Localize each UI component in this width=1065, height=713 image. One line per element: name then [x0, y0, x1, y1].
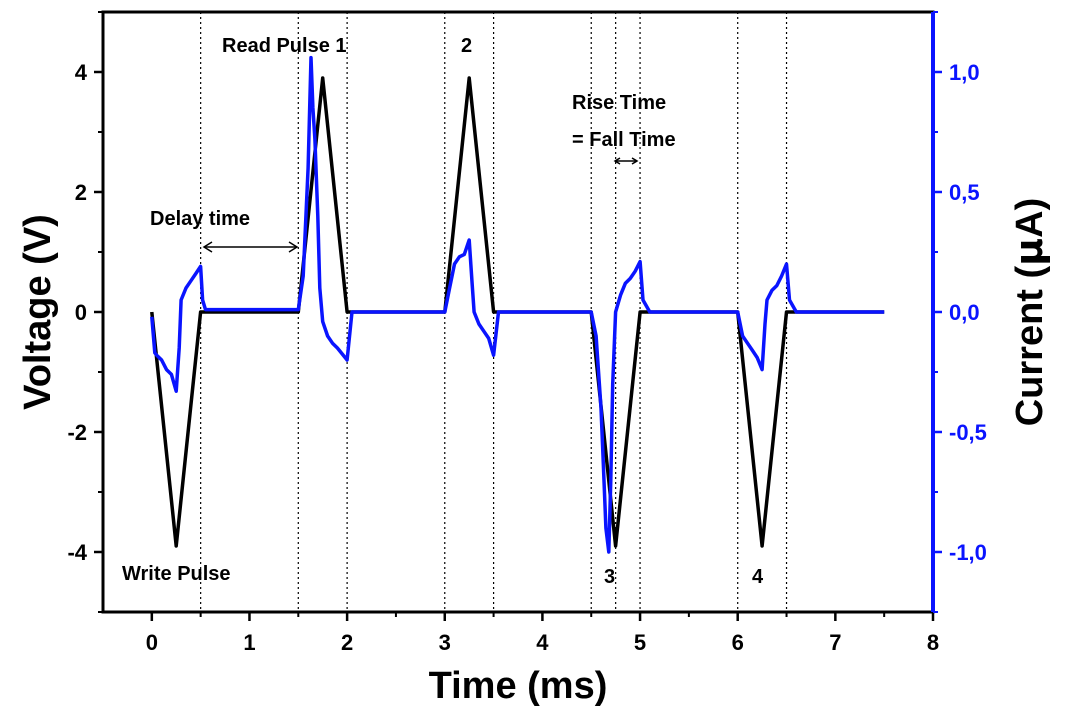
x-tick-label: 3 [439, 630, 451, 655]
y-right-tick-label: -1,0 [949, 540, 987, 565]
delay-time-arrow [202, 241, 299, 253]
y-axis-right-title-prefix: Current ( [1009, 265, 1051, 426]
y-axis-right-title: Current (μA) [1007, 198, 1051, 427]
voltage-series-line [150, 76, 885, 548]
annotation-write-pulse: Write Pulse [122, 563, 231, 585]
y-axis-right-title-suffix: A) [1009, 198, 1051, 238]
annotation-rise-time: Rise Time [572, 92, 666, 114]
current-series-line [150, 55, 885, 554]
axis-ticks: 0 1 2 3 4 5 6 7 8 -4 -2 0 2 4 -1,0 -0,5 0,0 0,5 1,0 [67, 11, 987, 655]
annotation-fall-time: = Fall Time [572, 129, 676, 151]
y-right-tick-label: 1,0 [949, 60, 980, 85]
x-tick-label: 1 [243, 630, 255, 655]
x-tick-label: 5 [634, 630, 646, 655]
y-left-tick-label: 0 [75, 300, 87, 325]
x-tick-label: 0 [146, 630, 158, 655]
y-axis-right-title-mu: μ [1007, 238, 1051, 266]
x-tick-label: 7 [829, 630, 841, 655]
series-lines [150, 55, 885, 554]
y-left-tick-label: 4 [75, 60, 88, 85]
y-left-tick-label: -4 [67, 540, 87, 565]
y-right-tick-label: 0,5 [949, 180, 980, 205]
y-right-tick-label: 0,0 [949, 300, 980, 325]
y-axis-left-title: Voltage (V) [17, 214, 59, 410]
y-right-tick-label: -0,5 [949, 420, 987, 445]
x-tick-label: 8 [927, 630, 939, 655]
x-tick-label: 6 [732, 630, 744, 655]
y-left-tick-label: 2 [75, 180, 87, 205]
x-tick-label: 4 [536, 630, 549, 655]
x-tick-label: 2 [341, 630, 353, 655]
annotation-pulse-3: 3 [604, 566, 615, 588]
annotation-delay-time: Delay time [150, 208, 250, 230]
annotation-read-pulse: Read Pulse 1 [222, 35, 347, 57]
annotation-pulse-4: 4 [752, 566, 764, 588]
y-left-tick-label: -2 [67, 420, 87, 445]
annotation-pulse-2: 2 [461, 35, 472, 57]
rise-time-arrow [613, 157, 639, 165]
x-axis-title: Time (ms) [429, 665, 608, 707]
